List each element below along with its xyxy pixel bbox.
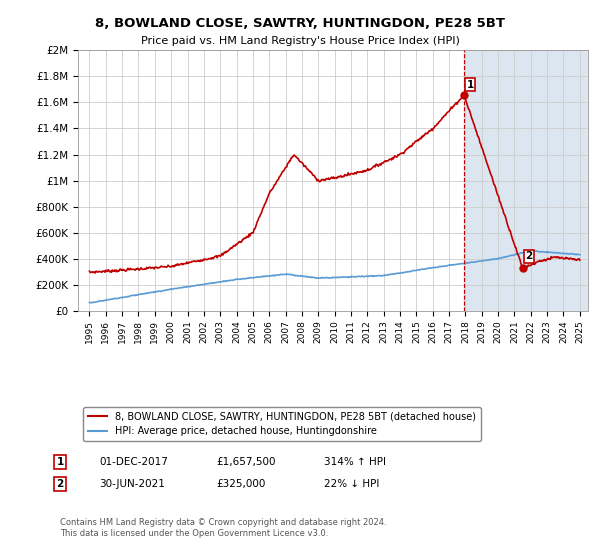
Text: 1: 1 [466,80,474,90]
Legend: 8, BOWLAND CLOSE, SAWTRY, HUNTINGDON, PE28 5BT (detached house), HPI: Average pr: 8, BOWLAND CLOSE, SAWTRY, HUNTINGDON, PE… [83,407,481,441]
Text: 22% ↓ HPI: 22% ↓ HPI [324,479,379,489]
Bar [464,50,588,311]
Text: 01-DEC-2017: 01-DEC-2017 [99,457,168,467]
Text: 314% ↑ HPI: 314% ↑ HPI [324,457,386,467]
Text: Contains HM Land Registry data © Crown copyright and database right 2024.
This d: Contains HM Land Registry data © Crown c… [60,518,386,538]
Text: 2: 2 [525,251,532,262]
Text: 30-JUN-2021: 30-JUN-2021 [99,479,165,489]
Text: £325,000: £325,000 [216,479,265,489]
Text: 8, BOWLAND CLOSE, SAWTRY, HUNTINGDON, PE28 5BT: 8, BOWLAND CLOSE, SAWTRY, HUNTINGDON, PE… [95,17,505,30]
Text: Price paid vs. HM Land Registry's House Price Index (HPI): Price paid vs. HM Land Registry's House … [140,36,460,46]
Text: £1,657,500: £1,657,500 [216,457,275,467]
Text: 2: 2 [56,479,64,489]
Text: 1: 1 [56,457,64,467]
